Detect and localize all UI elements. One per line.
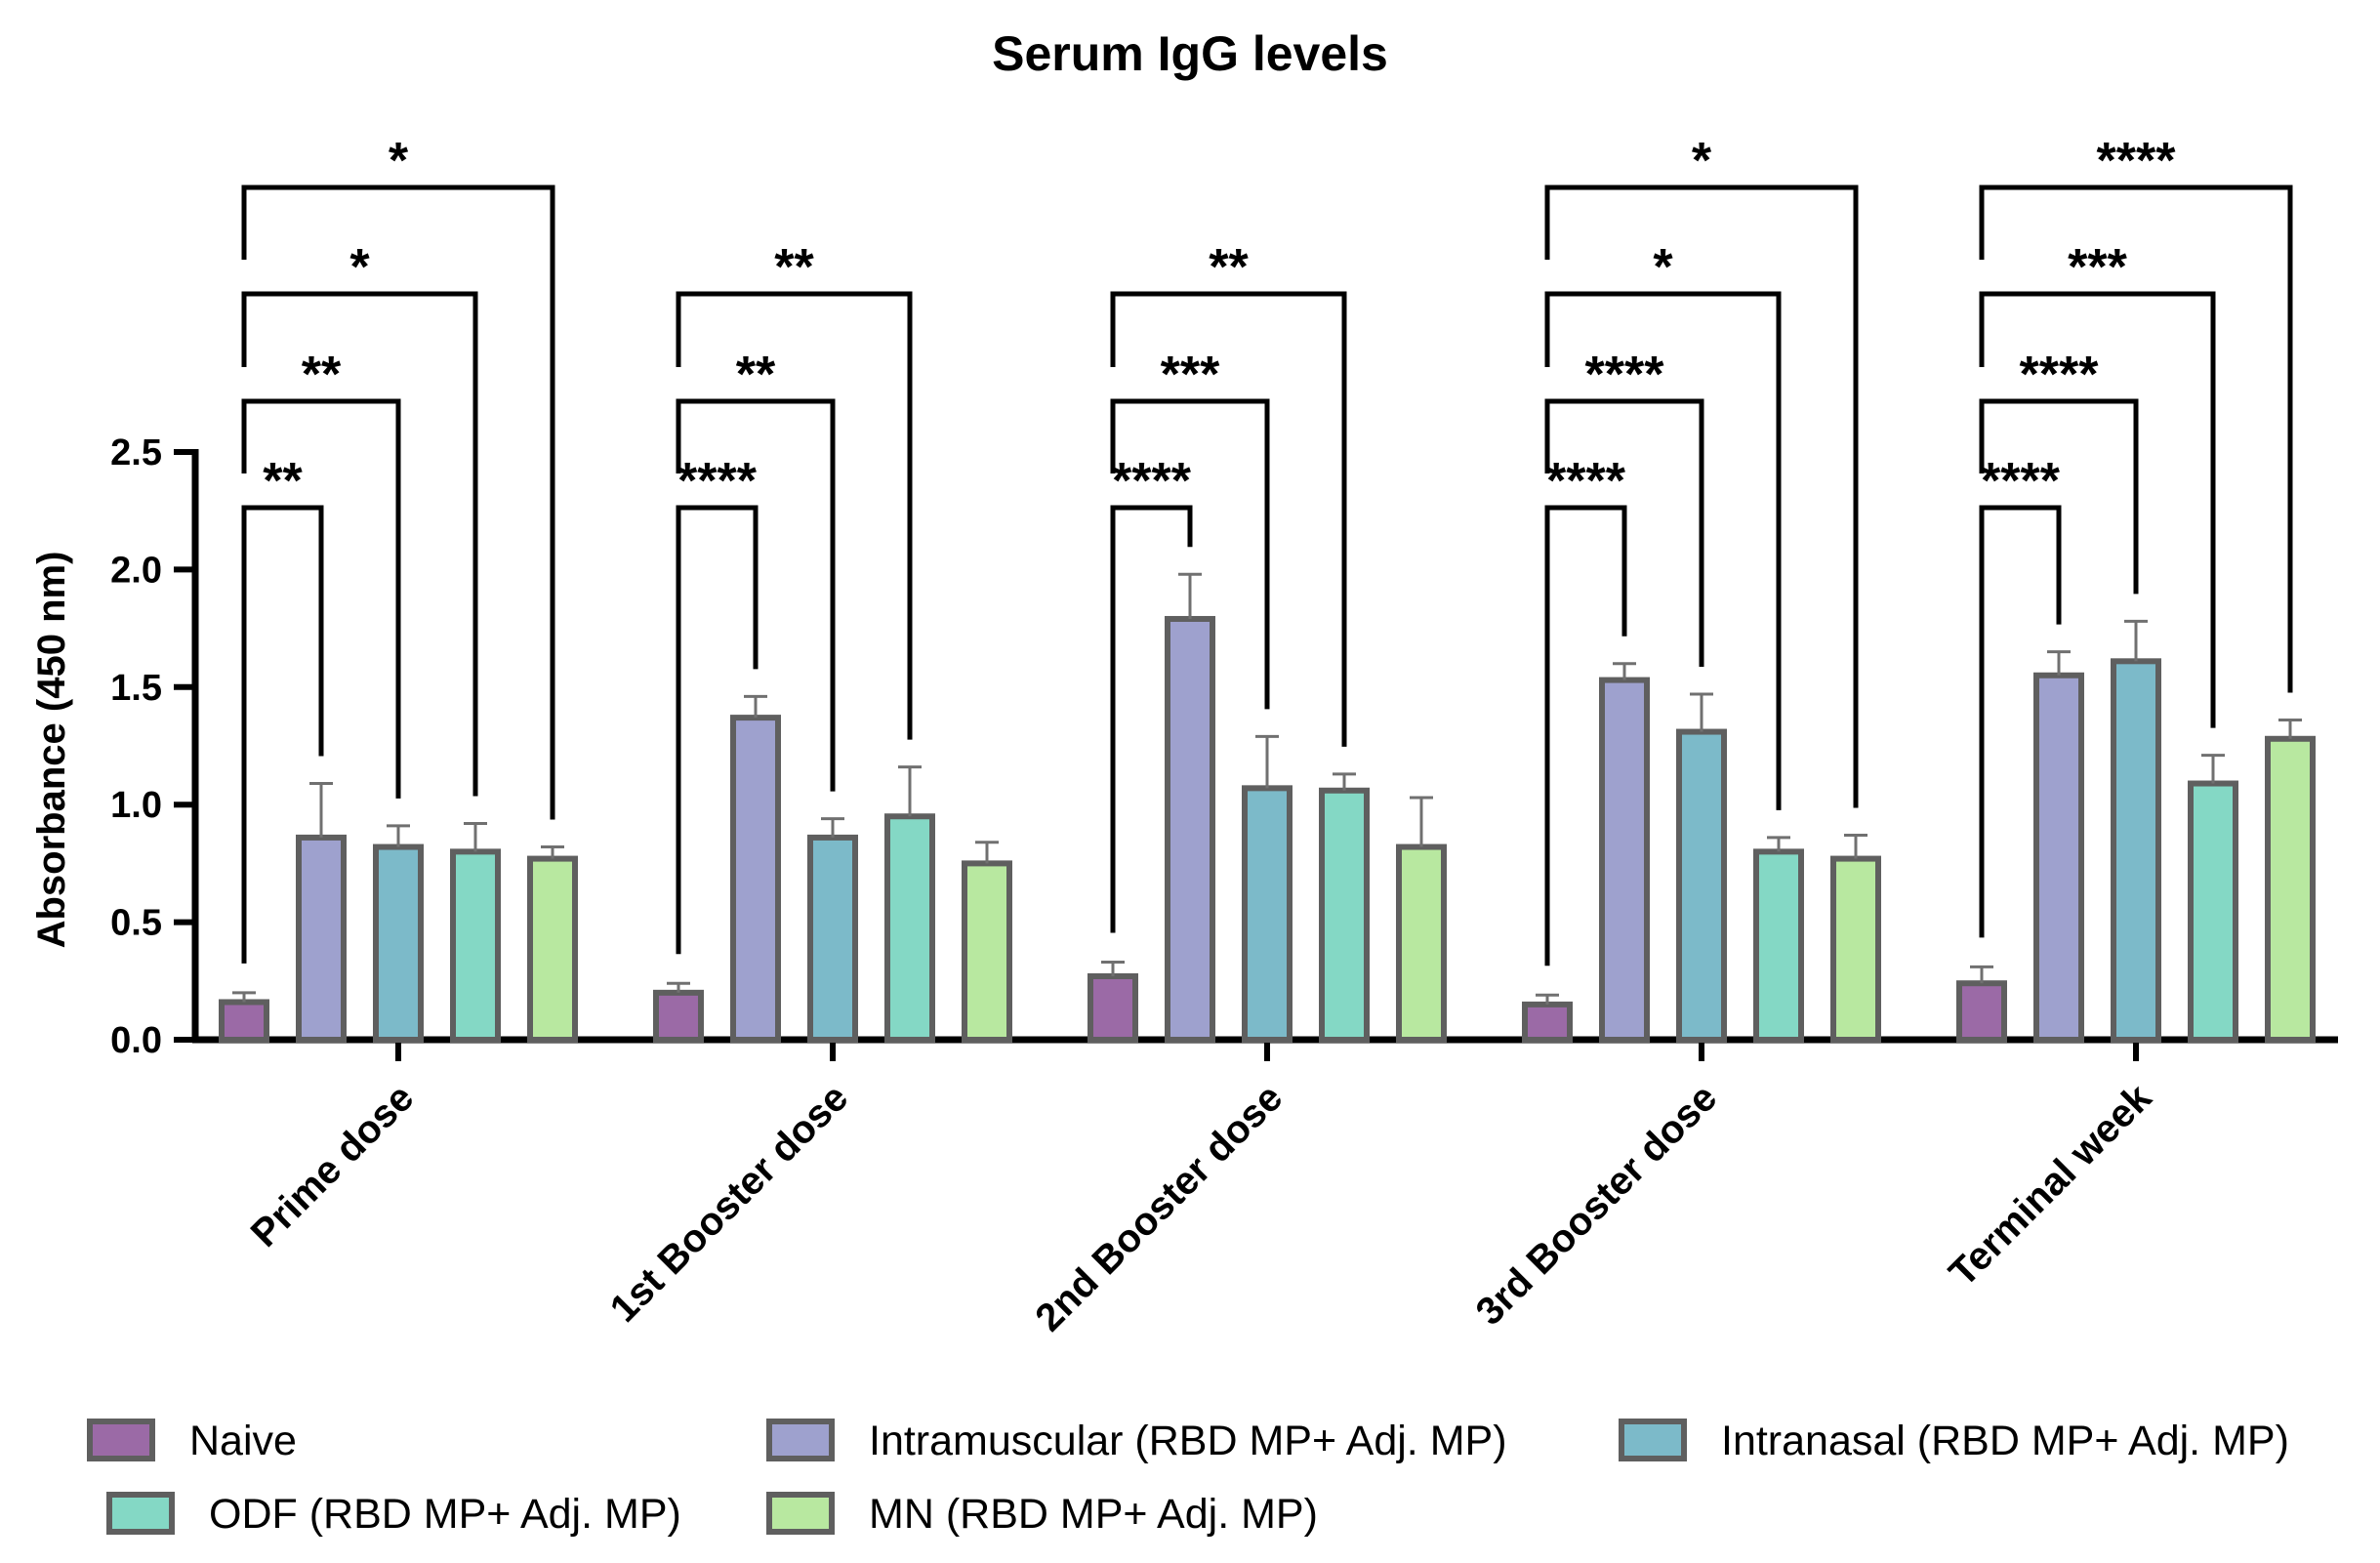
bar-intranasal-rbd-mp-adj-mp-2nd-booster-dose xyxy=(1242,785,1293,1043)
significance-bracket xyxy=(241,505,324,964)
legend-label-odf-rbd-mp-adj-mp: ODF (RBD MP+ Adj. MP) xyxy=(209,1491,681,1538)
legend-label-mn-rbd-mp-adj-mp: MN (RBD MP+ Adj. MP) xyxy=(869,1491,1318,1538)
significance-brackets: ****************************************… xyxy=(241,133,2293,967)
bar-mn-rbd-mp-adj-mp-3rd-booster-dose xyxy=(1830,855,1881,1043)
significance-label: ** xyxy=(263,453,303,510)
significance-label: **** xyxy=(1981,453,2061,510)
legend: Naive Intramuscular (RBD MP+ Adj. MP) Intr… xyxy=(87,1418,2289,1538)
bars xyxy=(219,572,2316,1044)
bar-odf-rbd-mp-adj-mp-2nd-booster-dose xyxy=(1319,787,1370,1044)
bar-intramuscular-rbd-mp-adj-mp-2nd-booster-dose xyxy=(1165,615,1215,1044)
y-tick-label: 2.5 xyxy=(110,432,162,473)
bar-naive-prime-dose xyxy=(219,999,269,1044)
significance-bracket xyxy=(676,505,759,955)
bar-intramuscular-rbd-mp-adj-mp-prime-dose xyxy=(296,834,347,1043)
significance-bracket xyxy=(676,291,913,740)
significance-bracket xyxy=(1544,185,1859,808)
y-tick-label: 1.5 xyxy=(110,668,162,709)
significance-label: ** xyxy=(302,347,342,403)
legend-swatch-naive xyxy=(87,1419,155,1461)
bar-intramuscular-rbd-mp-adj-mp-terminal-week xyxy=(2033,672,2084,1043)
significance-label: ** xyxy=(774,239,814,296)
bar-odf-rbd-mp-adj-mp-1st-booster-dose xyxy=(884,813,935,1043)
bar-intramuscular-rbd-mp-adj-mp-3rd-booster-dose xyxy=(1599,677,1650,1043)
legend-label-intranasal-rbd-mp-adj-mp: Intranasal (RBD MP+ Adj. MP) xyxy=(1721,1418,2289,1464)
legend-label-naive: Naive xyxy=(189,1418,297,1464)
bar-naive-2nd-booster-dose xyxy=(1087,972,1138,1044)
bar-odf-rbd-mp-adj-mp-prime-dose xyxy=(450,848,501,1043)
bar-intranasal-rbd-mp-adj-mp-3rd-booster-dose xyxy=(1676,728,1727,1043)
significance-label: **** xyxy=(2020,347,2100,403)
x-tick-label-1st-booster-dose: 1st Booster dose xyxy=(602,1076,857,1331)
bar-intranasal-rbd-mp-adj-mp-terminal-week xyxy=(2111,658,2161,1043)
x-tick-label-prime-dose: Prime dose xyxy=(243,1076,423,1255)
significance-bracket xyxy=(1544,398,1704,668)
significance-label: *** xyxy=(1161,347,1220,403)
significance-bracket xyxy=(1979,185,2293,693)
significance-label: **** xyxy=(1585,347,1665,403)
x-tick-label-terminal-week: Terminal week xyxy=(1941,1076,2159,1295)
significance-label: **** xyxy=(1112,453,1192,510)
y-tick-label: 2.0 xyxy=(110,550,162,591)
significance-label: ** xyxy=(736,347,776,403)
bar-intranasal-rbd-mp-adj-mp-prime-dose xyxy=(373,843,424,1043)
legend-swatch-mn-rbd-mp-adj-mp xyxy=(766,1492,835,1535)
axes: 0.0 0.5 1.0 1.5 2.0 2.5 Prime dose 1st Booster … xyxy=(110,432,2338,1339)
bar-naive-3rd-booster-dose xyxy=(1522,1001,1573,1044)
bar-naive-1st-booster-dose xyxy=(653,989,704,1044)
bar-mn-rbd-mp-adj-mp-1st-booster-dose xyxy=(962,860,1012,1044)
significance-bracket xyxy=(1544,291,1782,810)
legend-label-intramuscular-rbd-mp-adj-mp: Intramuscular (RBD MP+ Adj. MP) xyxy=(869,1418,1507,1464)
significance-bracket xyxy=(1110,505,1193,933)
legend-swatch-intranasal-rbd-mp-adj-mp xyxy=(1619,1419,1687,1461)
significance-bracket xyxy=(1110,291,1347,747)
bar-naive-terminal-week xyxy=(1956,980,2007,1044)
significance-bracket xyxy=(1110,398,1270,710)
significance-label: ** xyxy=(1209,239,1249,296)
bar-intramuscular-rbd-mp-adj-mp-1st-booster-dose xyxy=(730,715,781,1043)
x-tick-label-2nd-booster-dose: 2nd Booster dose xyxy=(1027,1076,1291,1339)
significance-label: * xyxy=(349,239,370,296)
chart-title: Serum IgG levels xyxy=(992,26,1388,81)
y-tick-label: 0.0 xyxy=(110,1020,162,1061)
significance-bracket xyxy=(241,185,555,820)
significance-bracket xyxy=(1979,505,2062,938)
significance-bracket xyxy=(1979,291,2216,728)
significance-label: **** xyxy=(2097,133,2177,189)
significance-label: * xyxy=(1653,239,1673,296)
bar-odf-rbd-mp-adj-mp-3rd-booster-dose xyxy=(1753,848,1804,1043)
significance-bracket xyxy=(241,291,478,797)
y-tick-label: 1.0 xyxy=(110,785,162,826)
legend-swatch-odf-rbd-mp-adj-mp xyxy=(106,1492,175,1535)
y-axis-label: Absorbance (450 nm) xyxy=(30,552,73,949)
significance-bracket xyxy=(1544,505,1627,967)
bar-mn-rbd-mp-adj-mp-2nd-booster-dose xyxy=(1396,843,1447,1043)
y-tick-label: 0.5 xyxy=(110,903,162,944)
significance-label: **** xyxy=(677,453,758,510)
bar-intranasal-rbd-mp-adj-mp-1st-booster-dose xyxy=(807,834,858,1043)
significance-label: **** xyxy=(1546,453,1626,510)
significance-bracket xyxy=(241,398,401,799)
bar-mn-rbd-mp-adj-mp-terminal-week xyxy=(2265,735,2316,1043)
significance-bracket xyxy=(676,398,836,792)
significance-bracket xyxy=(1979,398,2139,595)
significance-label: * xyxy=(1692,133,1712,189)
x-tick-label-3rd-booster-dose: 3rd Booster dose xyxy=(1468,1076,1726,1334)
bar-mn-rbd-mp-adj-mp-prime-dose xyxy=(527,855,578,1043)
legend-swatch-intramuscular-rbd-mp-adj-mp xyxy=(766,1419,835,1461)
significance-label: * xyxy=(389,133,409,189)
bar-odf-rbd-mp-adj-mp-terminal-week xyxy=(2188,780,2238,1043)
significance-label: *** xyxy=(2068,239,2127,296)
